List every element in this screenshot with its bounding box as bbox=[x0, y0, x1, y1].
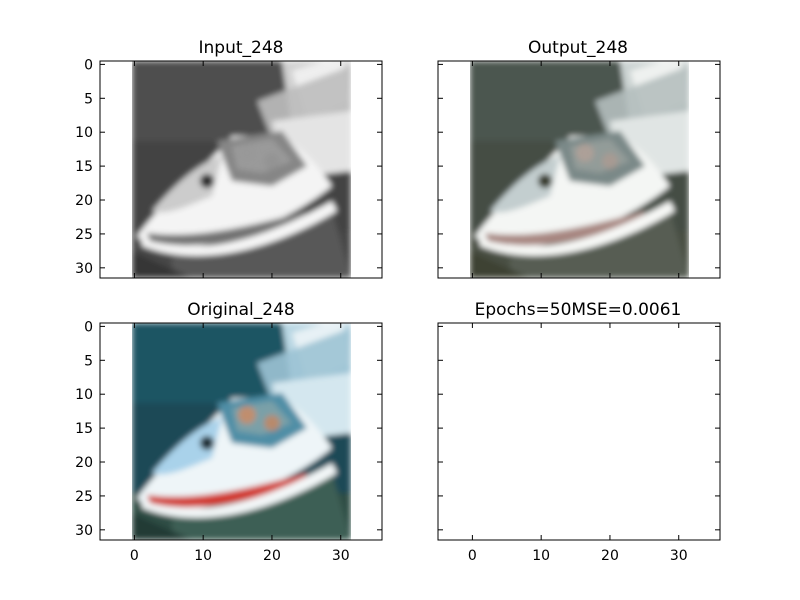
y-tick-label: 15 bbox=[75, 159, 93, 175]
y-tick-label: 25 bbox=[75, 227, 93, 243]
y-tick-label: 0 bbox=[84, 319, 93, 335]
y-tick-label: 10 bbox=[75, 125, 93, 141]
input-image bbox=[132, 56, 351, 278]
panel-original: Original_248 bbox=[100, 300, 382, 540]
x-tick-label: 30 bbox=[670, 548, 688, 564]
x-tick-label: 10 bbox=[532, 548, 550, 564]
y-tick-label: 15 bbox=[75, 421, 93, 437]
panel-title: Input_248 bbox=[199, 38, 284, 58]
output-image bbox=[470, 56, 689, 278]
x-tick-label: 20 bbox=[263, 548, 281, 564]
y-tick-label: 30 bbox=[75, 261, 93, 277]
panel-input: Input_248 bbox=[100, 38, 382, 278]
axes-frame bbox=[438, 323, 720, 540]
y-tick-label: 20 bbox=[75, 455, 93, 471]
y-tick-label: 25 bbox=[75, 489, 93, 505]
panel-title: Original_248 bbox=[187, 300, 294, 320]
panel-title: Epochs=50MSE=0.0061 bbox=[475, 300, 682, 320]
x-tick-label: 0 bbox=[130, 548, 139, 564]
x-tick-label: 20 bbox=[601, 548, 619, 564]
y-tick-label: 10 bbox=[75, 387, 93, 403]
x-tick-label: 30 bbox=[332, 548, 350, 564]
panel-summary: Epochs=50MSE=0.0061 bbox=[438, 300, 720, 540]
y-tick-label: 0 bbox=[84, 57, 93, 73]
original-image bbox=[132, 318, 351, 540]
y-tick-label: 30 bbox=[75, 523, 93, 539]
panel-title: Output_248 bbox=[528, 38, 628, 58]
panel-output: Output_248 bbox=[438, 38, 720, 278]
y-tick-label: 5 bbox=[84, 91, 93, 107]
x-tick-label: 10 bbox=[194, 548, 212, 564]
y-tick-label: 5 bbox=[84, 353, 93, 369]
x-tick-label: 0 bbox=[468, 548, 477, 564]
y-tick-label: 20 bbox=[75, 193, 93, 209]
